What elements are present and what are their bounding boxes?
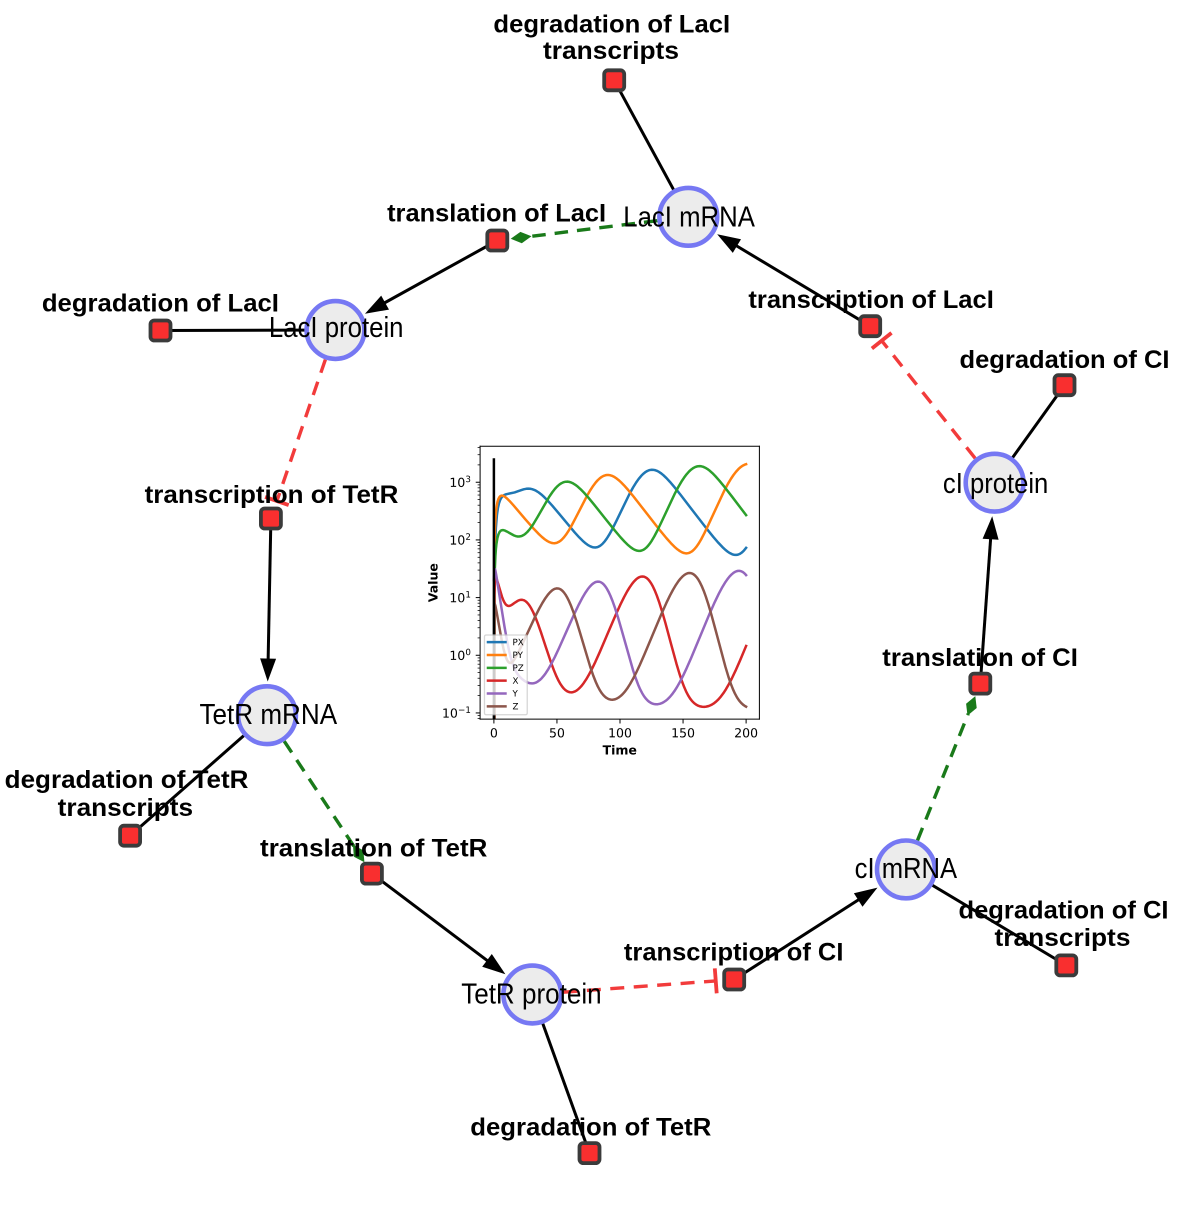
svg-text:degradation of TetR: degradation of TetR <box>470 1113 711 1141</box>
svg-text:transcription of CI: transcription of CI <box>624 938 844 966</box>
svg-text:transcripts: transcripts <box>58 794 193 822</box>
svg-text:translation of CI: translation of CI <box>882 644 1078 672</box>
svg-text:cI mRNA: cI mRNA <box>855 853 958 885</box>
svg-text:translation of LacI: translation of LacI <box>387 200 606 228</box>
svg-text:degradation of CI: degradation of CI <box>960 346 1170 374</box>
svg-text:TetR protein: TetR protein <box>461 978 601 1010</box>
svg-text:degradation of LacI: degradation of LacI <box>42 289 279 317</box>
svg-text:transcription of LacI: transcription of LacI <box>748 286 993 314</box>
svg-text:degradation of LacI: degradation of LacI <box>493 10 730 38</box>
svg-text:transcription of TetR: transcription of TetR <box>145 481 399 509</box>
svg-text:degradation of CI: degradation of CI <box>959 897 1169 925</box>
svg-text:transcripts: transcripts <box>995 924 1131 952</box>
svg-text:LacI mRNA: LacI mRNA <box>623 202 755 234</box>
svg-text:transcripts: transcripts <box>543 37 679 65</box>
svg-text:TetR mRNA: TetR mRNA <box>199 699 337 731</box>
svg-text:translation of TetR: translation of TetR <box>260 835 487 863</box>
svg-text:cI protein: cI protein <box>943 468 1048 500</box>
svg-text:degradation of TetR: degradation of TetR <box>5 766 249 794</box>
svg-text:LacI protein: LacI protein <box>269 312 404 344</box>
